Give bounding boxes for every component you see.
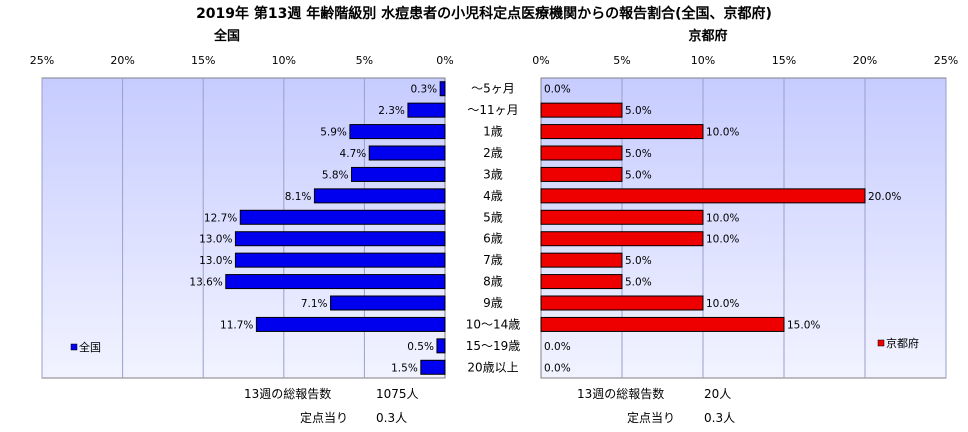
tick-label-kyoto: 25% bbox=[934, 54, 958, 67]
legend-kyoto: 京都府 bbox=[877, 336, 919, 350]
legend-label-national: 全国 bbox=[79, 340, 101, 354]
data-label-kyoto: 15.0% bbox=[787, 319, 820, 331]
data-label-national: 0.5% bbox=[407, 341, 434, 353]
tick-label-kyoto: 20% bbox=[853, 54, 877, 67]
panel-title-kyoto: 京都府 bbox=[688, 28, 727, 44]
data-label-kyoto: 5.0% bbox=[625, 148, 652, 160]
tick-label-kyoto: 0% bbox=[532, 54, 549, 67]
tick-label-national: 0% bbox=[436, 54, 453, 67]
category-label: 6歳 bbox=[483, 232, 503, 246]
data-label-kyoto: 10.0% bbox=[706, 234, 739, 246]
plot-area-national bbox=[41, 77, 446, 379]
category-label: 15～19歳 bbox=[466, 339, 521, 353]
footer-per-value-kyoto: 0.3人 bbox=[704, 411, 735, 425]
bar-national bbox=[234, 252, 446, 268]
data-label-kyoto: 10.0% bbox=[706, 212, 739, 224]
category-label: 10～14歳 bbox=[466, 317, 521, 331]
data-label-national: 2.3% bbox=[378, 105, 405, 117]
bar-national bbox=[439, 81, 446, 97]
bar-national bbox=[225, 274, 446, 290]
bar-kyoto bbox=[540, 295, 704, 311]
bar-kyoto bbox=[540, 188, 866, 204]
data-label-national: 1.5% bbox=[391, 362, 418, 374]
bar-national bbox=[255, 316, 446, 332]
bar-national bbox=[330, 295, 446, 311]
data-label-national: 13.6% bbox=[189, 277, 222, 289]
bar-kyoto bbox=[540, 166, 623, 182]
data-label-kyoto: 10.0% bbox=[706, 298, 739, 310]
data-label-national: 12.7% bbox=[204, 212, 237, 224]
footer-per-value-national: 0.3人 bbox=[376, 411, 407, 425]
category-label: 2歳 bbox=[483, 146, 503, 160]
footer-per-label-national: 定点当り bbox=[300, 410, 348, 425]
legend-swatch-kyoto bbox=[877, 339, 885, 347]
bar-national bbox=[368, 145, 446, 161]
bar-kyoto bbox=[540, 145, 623, 161]
bar-national bbox=[420, 359, 446, 375]
data-label-national: 4.7% bbox=[340, 148, 367, 160]
data-label-national: 0.3% bbox=[410, 84, 437, 96]
data-label-national: 5.8% bbox=[322, 169, 349, 181]
data-label-kyoto: 5.0% bbox=[625, 255, 652, 267]
bar-national bbox=[436, 338, 446, 354]
category-label: 4歳 bbox=[483, 189, 503, 203]
tick-label-national: 10% bbox=[272, 54, 296, 67]
tick-label-national: 25% bbox=[30, 54, 54, 67]
footer-total-value-national: 1075人 bbox=[376, 387, 419, 401]
bar-kyoto bbox=[540, 252, 623, 268]
bar-national bbox=[407, 102, 446, 118]
category-label: ～11ヶ月 bbox=[467, 103, 518, 117]
tick-label-national: 5% bbox=[356, 54, 373, 67]
legend-swatch-national bbox=[70, 343, 78, 351]
footer-total-label-national: 13週の総報告数 bbox=[244, 386, 331, 401]
tick-label-national: 15% bbox=[191, 54, 215, 67]
bar-national bbox=[234, 231, 446, 247]
category-label: 7歳 bbox=[483, 253, 503, 267]
category-label: 8歳 bbox=[483, 275, 503, 289]
data-label-kyoto: 10.0% bbox=[706, 127, 739, 139]
tick-label-national: 20% bbox=[110, 54, 134, 67]
data-label-national: 8.1% bbox=[285, 191, 312, 203]
bar-national bbox=[349, 124, 446, 140]
footer-total-value-kyoto: 20人 bbox=[704, 387, 731, 401]
bar-kyoto bbox=[540, 124, 704, 140]
tick-label-kyoto: 10% bbox=[691, 54, 715, 67]
plot-area-kyoto bbox=[540, 77, 947, 379]
data-label-national: 7.1% bbox=[301, 298, 328, 310]
data-label-kyoto: 20.0% bbox=[868, 191, 901, 203]
legend-national: 全国 bbox=[70, 340, 101, 354]
bar-kyoto bbox=[540, 209, 704, 225]
tick-label-kyoto: 15% bbox=[772, 54, 796, 67]
data-label-national: 13.0% bbox=[199, 234, 232, 246]
category-label: 3歳 bbox=[483, 167, 503, 181]
data-label-kyoto: 5.0% bbox=[625, 105, 652, 117]
category-label: 1歳 bbox=[483, 125, 503, 139]
bar-kyoto bbox=[540, 316, 785, 332]
category-label: 5歳 bbox=[483, 210, 503, 224]
legend-label-kyoto: 京都府 bbox=[886, 336, 919, 350]
data-label-kyoto: 0.0% bbox=[544, 84, 571, 96]
bar-kyoto bbox=[540, 231, 704, 247]
chart-title: 2019年 第13週 年齢階級別 水痘患者の小児科定点医療機関からの報告割合(全… bbox=[196, 5, 772, 22]
bar-kyoto bbox=[540, 274, 623, 290]
data-label-national: 13.0% bbox=[199, 255, 232, 267]
tick-label-kyoto: 5% bbox=[613, 54, 630, 67]
data-label-kyoto: 0.0% bbox=[544, 362, 571, 374]
bar-national bbox=[313, 188, 446, 204]
data-label-kyoto: 5.0% bbox=[625, 277, 652, 289]
panel-title-national: 全国 bbox=[213, 28, 240, 44]
category-label: 20歳以上 bbox=[467, 360, 518, 374]
data-label-national: 5.9% bbox=[320, 127, 347, 139]
data-label-national: 11.7% bbox=[220, 319, 253, 331]
bar-national bbox=[239, 209, 446, 225]
footer-total-label-kyoto: 13週の総報告数 bbox=[577, 386, 664, 401]
bar-national bbox=[351, 166, 446, 182]
data-label-kyoto: 5.0% bbox=[625, 169, 652, 181]
category-label: ～5ヶ月 bbox=[471, 82, 515, 96]
data-label-kyoto: 0.0% bbox=[544, 341, 571, 353]
footer-per-label-kyoto: 定点当り bbox=[627, 410, 675, 425]
bar-kyoto bbox=[540, 102, 623, 118]
category-label: 9歳 bbox=[483, 296, 503, 310]
